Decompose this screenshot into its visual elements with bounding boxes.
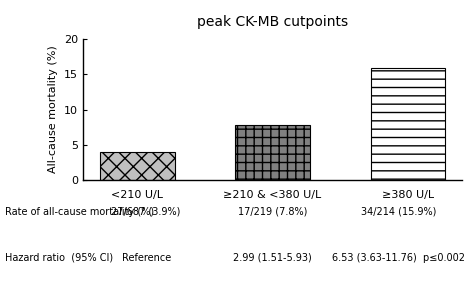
Text: 6.53 (3.63-11.76)  p≤0.002: 6.53 (3.63-11.76) p≤0.002 bbox=[332, 253, 465, 263]
Text: Reference: Reference bbox=[121, 253, 171, 263]
Text: Rate of all-cause mortality (%): Rate of all-cause mortality (%) bbox=[5, 207, 154, 217]
Text: 17/219 (7.8%): 17/219 (7.8%) bbox=[238, 207, 307, 217]
Y-axis label: All-cause mortality (%): All-cause mortality (%) bbox=[48, 46, 58, 173]
Text: 34/214 (15.9%): 34/214 (15.9%) bbox=[361, 207, 437, 217]
Text: 2.99 (1.51-5.93): 2.99 (1.51-5.93) bbox=[233, 253, 312, 263]
Bar bbox=[236, 125, 310, 180]
Text: peak CK-MB cutpoints: peak CK-MB cutpoints bbox=[197, 15, 348, 30]
Bar bbox=[371, 68, 445, 180]
Text: 27/687 (3.9%): 27/687 (3.9%) bbox=[111, 207, 181, 217]
Bar bbox=[100, 152, 174, 180]
Text: Hazard ratio  (95% CI): Hazard ratio (95% CI) bbox=[5, 253, 113, 263]
